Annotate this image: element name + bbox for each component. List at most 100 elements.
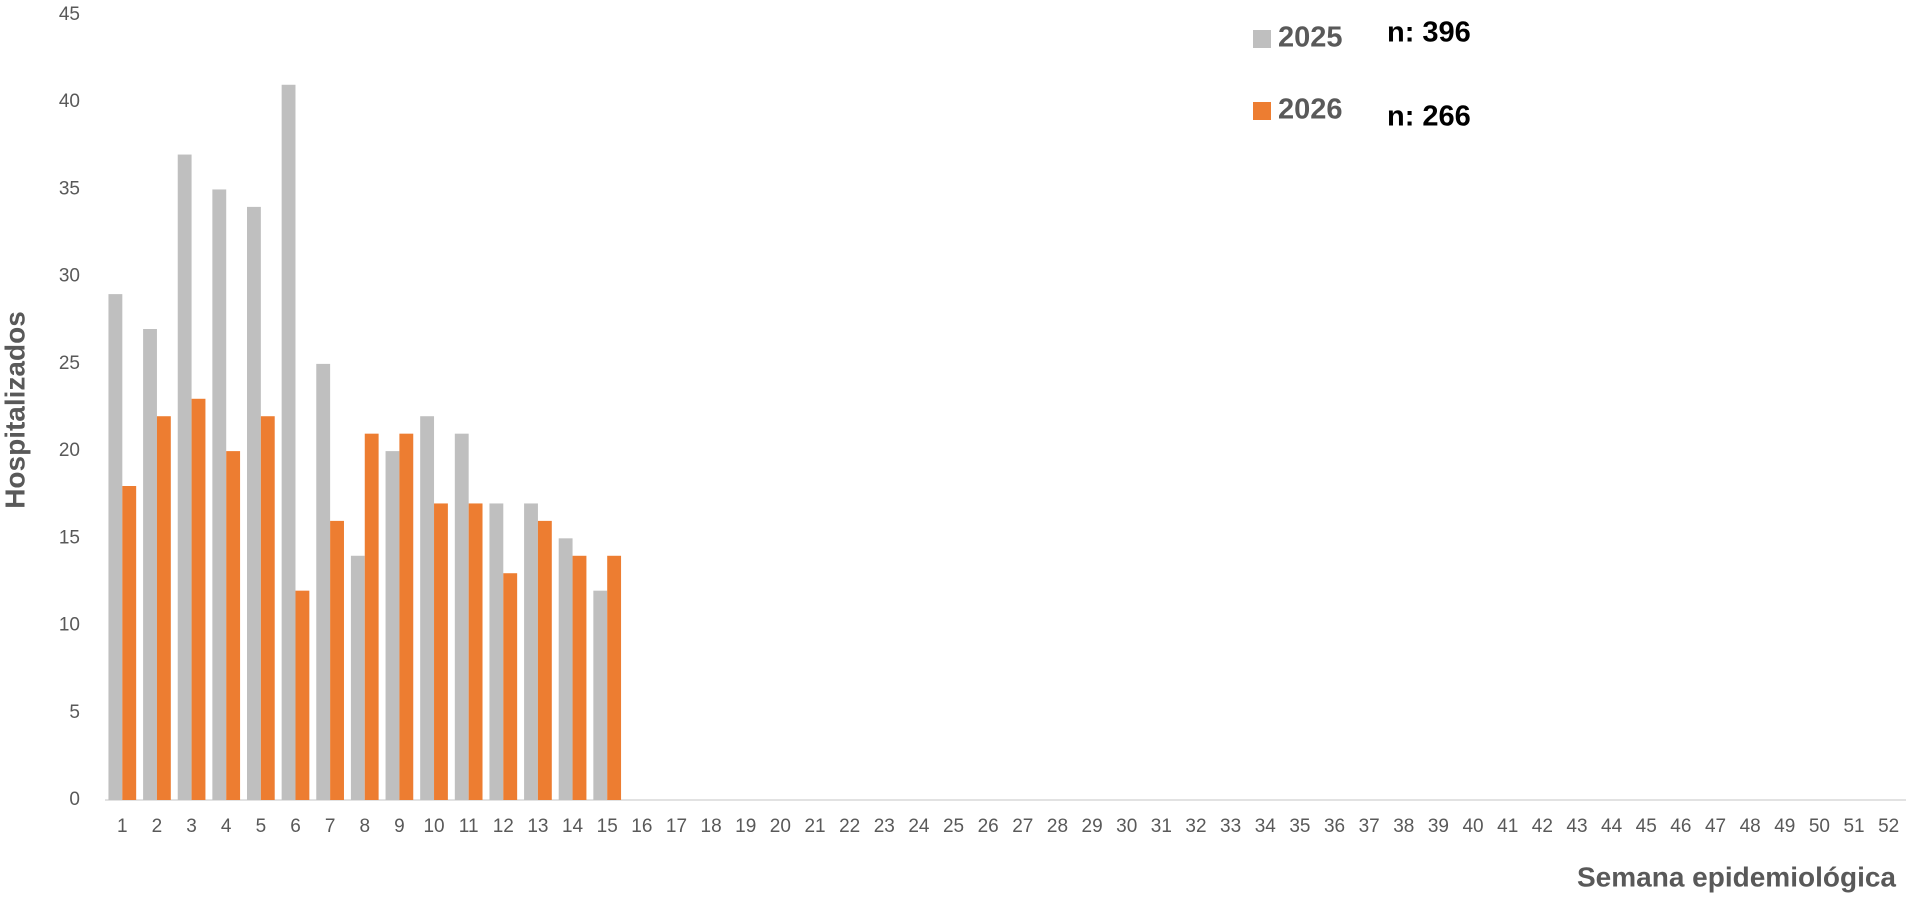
y-tick-label: 45	[59, 4, 80, 25]
bar	[226, 451, 241, 800]
x-tick-label: 14	[562, 816, 584, 837]
x-tick-label: 52	[1878, 816, 1899, 837]
y-tick-label: 10	[59, 615, 80, 636]
y-tick-label: 25	[59, 353, 80, 374]
bar	[108, 294, 123, 800]
x-tick-label: 13	[527, 816, 548, 837]
x-tick-label: 32	[1185, 816, 1206, 837]
y-tick-label: 0	[69, 789, 80, 810]
y-tick-label: 35	[59, 178, 80, 199]
bar	[330, 520, 344, 800]
x-tick-label: 48	[1740, 816, 1761, 837]
bar	[572, 555, 587, 800]
x-tick-label: 23	[874, 816, 895, 837]
bar	[420, 416, 435, 800]
x-tick-label: 7	[325, 816, 336, 837]
x-tick-label: 41	[1497, 816, 1518, 837]
bar	[281, 84, 296, 801]
x-tick-label: 24	[908, 816, 930, 837]
legend-swatch	[1253, 102, 1271, 120]
x-tick-label: 9	[394, 816, 405, 837]
legend-swatch	[1253, 30, 1271, 48]
bar	[295, 590, 310, 800]
x-tick-label: 27	[1012, 816, 1033, 837]
bar	[191, 398, 206, 800]
y-axis-title: Hospitalizados	[0, 311, 30, 509]
x-tick-label: 30	[1116, 816, 1137, 837]
bar	[316, 363, 331, 800]
x-tick-label: 10	[423, 816, 444, 837]
bar	[593, 590, 608, 800]
x-tick-label: 40	[1462, 816, 1483, 837]
bar	[156, 416, 171, 800]
bar	[537, 520, 552, 800]
x-tick-label: 46	[1670, 816, 1691, 837]
y-tick-label: 15	[59, 527, 80, 548]
x-tick-label: 31	[1151, 816, 1172, 837]
bar	[212, 189, 227, 800]
bar	[122, 486, 137, 800]
bar	[454, 433, 469, 800]
x-tick-label: 22	[839, 816, 860, 837]
x-tick-label: 1	[117, 816, 128, 837]
x-tick-label: 26	[978, 816, 999, 837]
bar	[260, 416, 275, 800]
x-tick-label: 20	[770, 816, 791, 837]
x-tick-label: 44	[1601, 816, 1623, 837]
x-tick-label: 28	[1047, 816, 1068, 837]
y-tick-label: 40	[59, 91, 80, 112]
x-tick-label: 8	[359, 816, 370, 837]
x-tick-label: 25	[943, 816, 964, 837]
bar	[247, 206, 261, 800]
bar	[364, 433, 379, 800]
bar	[607, 555, 622, 800]
x-tick-label: 3	[186, 816, 197, 837]
legend-label: 2026	[1278, 94, 1343, 126]
x-axis-title: Semana epidemiológica	[1577, 861, 1896, 892]
x-tick-label: 16	[631, 816, 652, 837]
x-tick-label: 43	[1566, 816, 1587, 837]
x-tick-label: 33	[1220, 816, 1241, 837]
x-tick-label: 4	[221, 816, 232, 837]
legend-label: 2025	[1278, 22, 1343, 54]
x-tick-label: 18	[701, 816, 722, 837]
x-tick-label: 45	[1636, 816, 1657, 837]
x-tick-label: 15	[597, 816, 618, 837]
annotation: n: 266	[1387, 101, 1471, 133]
x-tick-label: 42	[1532, 816, 1553, 837]
bar	[503, 573, 518, 800]
y-tick-label: 30	[59, 266, 80, 287]
x-tick-label: 51	[1843, 816, 1864, 837]
x-tick-label: 34	[1255, 816, 1277, 837]
x-tick-label: 47	[1705, 816, 1726, 837]
x-tick-label: 2	[152, 816, 163, 837]
y-tick-label: 5	[69, 702, 80, 723]
bar	[350, 555, 365, 800]
x-tick-label: 50	[1809, 816, 1830, 837]
bar	[399, 433, 414, 800]
x-tick-label: 35	[1289, 816, 1310, 837]
bar	[524, 503, 538, 800]
y-tick-label: 20	[59, 440, 80, 461]
x-tick-label: 19	[735, 816, 756, 837]
x-tick-label: 21	[804, 816, 825, 837]
bar	[468, 503, 483, 800]
x-tick-label: 5	[256, 816, 267, 837]
x-tick-label: 11	[459, 816, 479, 837]
x-tick-label: 49	[1774, 816, 1795, 837]
bar	[558, 538, 573, 800]
bar	[385, 451, 400, 800]
bar	[489, 503, 504, 800]
bar	[434, 503, 448, 800]
x-tick-label: 36	[1324, 816, 1345, 837]
x-tick-label: 17	[666, 816, 687, 837]
x-tick-label: 29	[1082, 816, 1103, 837]
bar	[177, 154, 192, 801]
x-tick-label: 38	[1393, 816, 1414, 837]
bar	[143, 329, 157, 800]
x-tick-label: 12	[493, 816, 514, 837]
x-tick-label: 6	[290, 816, 301, 837]
x-tick-label: 37	[1359, 816, 1380, 837]
x-tick-label: 39	[1428, 816, 1449, 837]
